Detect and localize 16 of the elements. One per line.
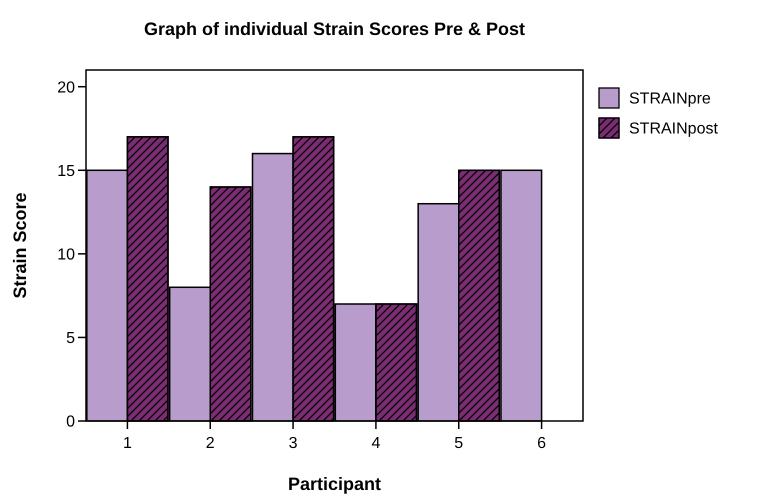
y-tick-label: 0 xyxy=(66,414,76,431)
y-tick-label: 5 xyxy=(66,330,76,348)
y-tick-label: 10 xyxy=(57,246,76,264)
x-axis-title: Participant xyxy=(288,474,382,494)
y-tick-label: 20 xyxy=(57,79,76,96)
x-tick-label: 4 xyxy=(371,435,380,452)
legend-label: STRAINpre xyxy=(629,90,711,108)
x-tick-label: 5 xyxy=(454,435,464,452)
x-tick-label: 3 xyxy=(288,435,298,452)
x-tick-label: 6 xyxy=(537,435,546,452)
x-tick-label: 1 xyxy=(122,435,132,452)
legend-label: STRAINpost xyxy=(629,120,718,138)
y-tick-label: 15 xyxy=(57,162,76,180)
x-tick-label: 2 xyxy=(206,435,215,452)
chart-title: Graph of individual Strain Scores Pre & Post xyxy=(144,19,526,39)
y-axis-title: Strain Score xyxy=(10,192,30,299)
